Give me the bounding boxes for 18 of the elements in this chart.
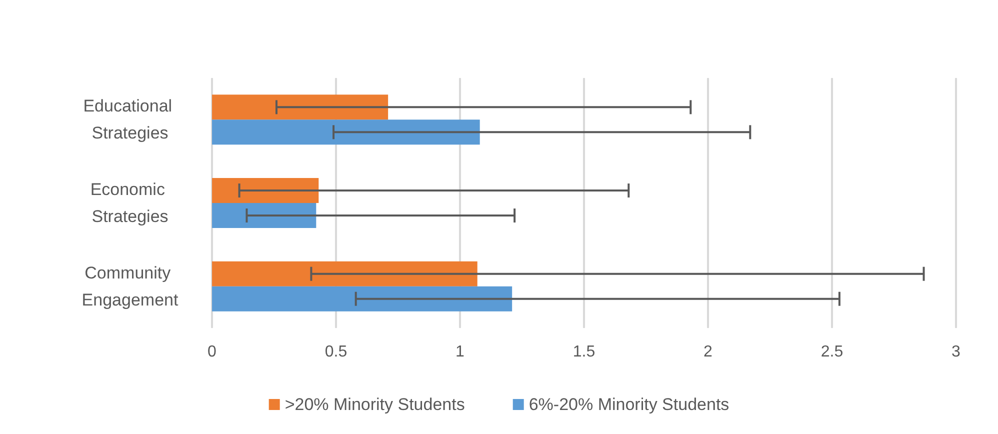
- x-tick-label: 2.5: [820, 344, 844, 360]
- x-tick-label: 0.5: [324, 344, 348, 360]
- bar: [212, 261, 478, 286]
- bar: [212, 203, 316, 228]
- x-tick-label: 0: [208, 344, 217, 360]
- x-tick-label: 1: [456, 344, 465, 360]
- x-tick-label: 1.5: [572, 344, 596, 360]
- y-tick-label: Community Engagement: [82, 263, 178, 310]
- x-tick-label: 2: [704, 344, 713, 360]
- bar: [212, 120, 480, 145]
- y-tick-label: Economic Strategies: [90, 180, 170, 226]
- bar: [212, 286, 512, 312]
- bar: [212, 94, 388, 120]
- legend-label: 6%-20% Minority Students: [528, 395, 730, 414]
- bar: [212, 178, 319, 203]
- legend-label: >20% Minority Students: [284, 395, 465, 414]
- x-tick-label: 3: [952, 344, 961, 360]
- y-tick-label: Educational Strategies: [83, 96, 177, 143]
